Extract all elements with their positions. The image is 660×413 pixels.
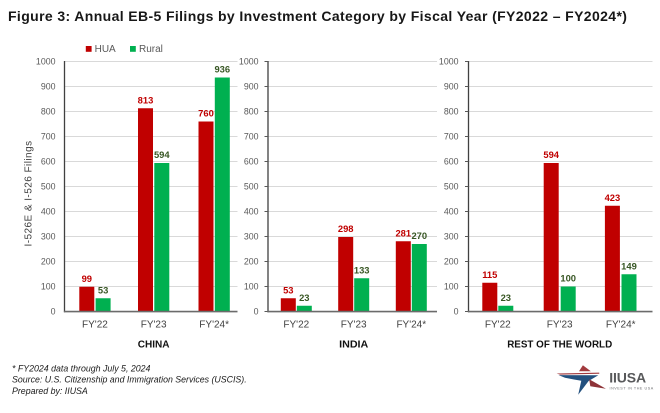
svg-text:FY'22: FY'22 <box>485 320 511 331</box>
svg-text:REST OF THE WORLD: REST OF THE WORLD <box>507 338 612 350</box>
svg-text:600: 600 <box>444 157 459 167</box>
svg-text:FY'24*: FY'24* <box>606 320 636 331</box>
svg-text:100: 100 <box>444 282 459 292</box>
svg-text:FY'22: FY'22 <box>283 320 309 331</box>
svg-text:100: 100 <box>41 282 56 292</box>
svg-text:FY'22: FY'22 <box>82 320 108 331</box>
svg-text:900: 900 <box>41 82 56 92</box>
svg-text:281: 281 <box>395 227 411 238</box>
svg-text:700: 700 <box>244 132 259 142</box>
svg-text:CHINA: CHINA <box>138 338 170 350</box>
svg-text:100: 100 <box>244 282 259 292</box>
svg-text:300: 300 <box>444 232 459 242</box>
svg-text:300: 300 <box>41 232 56 242</box>
svg-text:0: 0 <box>254 307 259 317</box>
svg-text:I-526E & I-526 Filings: I-526E & I-526 Filings <box>24 140 35 246</box>
svg-text:1000: 1000 <box>36 57 56 67</box>
svg-text:149: 149 <box>621 260 637 271</box>
svg-text:* FY2024 data through July 5,: * FY2024 data through July 5, 2024 <box>12 363 151 373</box>
svg-text:INDIA: INDIA <box>339 338 369 350</box>
svg-text:600: 600 <box>41 157 56 167</box>
svg-text:FY'24*: FY'24* <box>396 320 426 331</box>
svg-text:FY'23: FY'23 <box>141 320 167 331</box>
svg-text:53: 53 <box>98 284 108 295</box>
svg-text:Prepared by: IIUSA: Prepared by: IIUSA <box>12 386 88 396</box>
svg-text:200: 200 <box>444 257 459 267</box>
svg-text:200: 200 <box>41 257 56 267</box>
svg-text:Source: U.S. Citizenship and I: Source: U.S. Citizenship and Immigration… <box>12 375 247 385</box>
svg-text:1000: 1000 <box>439 57 459 67</box>
svg-text:200: 200 <box>244 257 259 267</box>
svg-text:594: 594 <box>154 149 170 160</box>
svg-text:500: 500 <box>41 182 56 192</box>
svg-text:INVEST IN THE USA: INVEST IN THE USA <box>610 386 654 390</box>
svg-text:400: 400 <box>244 207 259 217</box>
svg-text:400: 400 <box>444 207 459 217</box>
svg-text:100: 100 <box>560 273 576 284</box>
svg-text:500: 500 <box>444 182 459 192</box>
svg-text:FY'23: FY'23 <box>547 320 573 331</box>
svg-text:813: 813 <box>138 94 154 105</box>
svg-text:400: 400 <box>41 207 56 217</box>
svg-text:800: 800 <box>244 107 259 117</box>
svg-text:FY'23: FY'23 <box>341 320 367 331</box>
svg-text:800: 800 <box>41 107 56 117</box>
svg-text:0: 0 <box>454 307 459 317</box>
svg-text:500: 500 <box>244 182 259 192</box>
svg-text:Rural: Rural <box>139 44 163 55</box>
svg-text:23: 23 <box>299 292 309 303</box>
svg-text:760: 760 <box>198 108 214 119</box>
svg-text:Figure 3: Annual EB-5 Filings: Figure 3: Annual EB-5 Filings by Investm… <box>8 8 627 24</box>
svg-text:23: 23 <box>501 292 511 303</box>
svg-text:936: 936 <box>214 64 230 75</box>
svg-text:99: 99 <box>82 273 92 284</box>
svg-text:594: 594 <box>543 149 559 160</box>
svg-text:700: 700 <box>444 132 459 142</box>
svg-text:423: 423 <box>605 192 621 203</box>
svg-text:270: 270 <box>411 230 427 241</box>
svg-text:115: 115 <box>482 269 497 280</box>
svg-text:800: 800 <box>444 107 459 117</box>
svg-text:133: 133 <box>354 264 370 275</box>
svg-text:300: 300 <box>244 232 259 242</box>
svg-text:HUA: HUA <box>95 44 116 55</box>
svg-text:FY'24*: FY'24* <box>199 320 229 331</box>
svg-text:700: 700 <box>41 132 56 142</box>
svg-text:1000: 1000 <box>239 57 259 67</box>
svg-text:0: 0 <box>51 307 56 317</box>
svg-text:900: 900 <box>244 82 259 92</box>
svg-text:298: 298 <box>338 223 354 234</box>
svg-text:53: 53 <box>283 284 293 295</box>
svg-text:IIUSA: IIUSA <box>609 370 646 386</box>
svg-text:900: 900 <box>444 82 459 92</box>
svg-text:600: 600 <box>244 157 259 167</box>
